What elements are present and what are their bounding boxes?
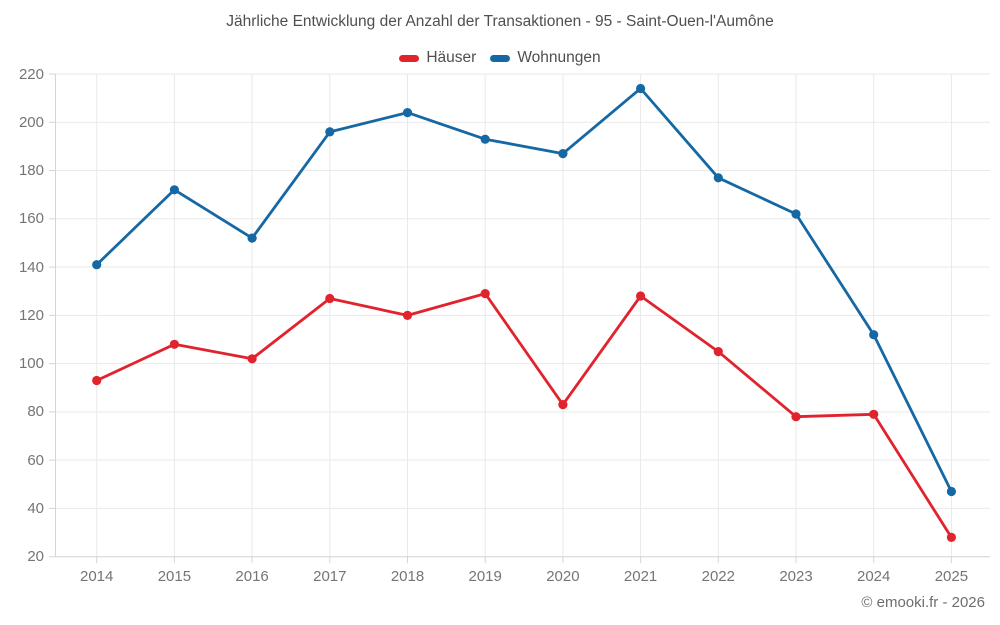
data-point-wohnungen-2020[interactable] (558, 149, 568, 159)
legend-item-1[interactable]: Wohnungen (490, 49, 601, 67)
x-axis-tick-label: 2024 (857, 568, 891, 585)
data-point-haeuser-2014[interactable] (92, 375, 102, 386)
x-axis-tick-label: 2017 (313, 568, 347, 585)
data-point-wohnungen-2017[interactable] (325, 127, 335, 137)
y-axis-tick-label: 20 (27, 548, 44, 566)
chart-legend: Häuser Wohnungen (0, 49, 1000, 67)
x-axis-tick-label: 2014 (80, 568, 114, 585)
x-axis-tick-label: 2022 (701, 568, 735, 585)
x-axis-tick-label: 2016 (235, 568, 269, 585)
legend-swatch-icon (399, 54, 420, 62)
copyright-footer: © emooki.fr - 2026 (861, 594, 985, 611)
x-axis-tick-label: 2020 (546, 568, 580, 585)
data-point-haeuser-2019[interactable] (480, 289, 490, 299)
data-point-wohnungen-2016[interactable] (247, 233, 257, 243)
x-axis-tick-label: 2021 (623, 568, 658, 585)
series-line-haeuser (95, 292, 953, 539)
data-point-haeuser-2025[interactable] (946, 532, 957, 543)
data-point-haeuser-2018[interactable] (402, 310, 413, 320)
y-axis-tick-label: 180 (18, 162, 44, 180)
y-axis-tick-label: 160 (18, 210, 44, 228)
x-axis-tick-label: 2015 (157, 568, 192, 585)
y-axis-tick-label: 80 (27, 403, 44, 421)
data-point-wohnungen-2018[interactable] (402, 108, 413, 118)
data-point-wohnungen-2021[interactable] (636, 83, 646, 94)
data-point-haeuser-2017[interactable] (325, 293, 335, 304)
data-point-haeuser-2015[interactable] (169, 339, 179, 349)
x-axis-tick-label: 2025 (934, 568, 969, 585)
series-line-wohnungen (95, 87, 953, 493)
data-point-wohnungen-2024[interactable] (869, 330, 879, 340)
data-point-wohnungen-2023[interactable] (791, 209, 801, 219)
x-axis-tick-label: 2023 (779, 568, 813, 585)
y-axis-tick-label: 120 (18, 306, 44, 324)
data-point-haeuser-2024[interactable] (869, 409, 879, 419)
data-point-haeuser-2016[interactable] (247, 354, 257, 364)
data-point-haeuser-2021[interactable] (636, 291, 646, 301)
y-axis-tick-label: 60 (27, 451, 44, 469)
data-point-wohnungen-2019[interactable] (480, 134, 490, 144)
legend-label: Häuser (426, 49, 477, 66)
x-axis-tick-label: 2019 (468, 568, 502, 585)
y-axis-tick-label: 40 (27, 499, 44, 517)
y-axis-tick-label: 200 (18, 113, 44, 131)
chart-title: Jährliche Entwicklung der Anzahl der Tra… (226, 13, 774, 30)
legend-swatch-icon (490, 54, 511, 62)
data-point-wohnungen-2025[interactable] (946, 486, 957, 497)
x-axis-tick-label: 2018 (390, 568, 425, 585)
data-point-haeuser-2023[interactable] (791, 412, 801, 422)
legend-item-0[interactable]: Häuser (399, 49, 476, 67)
y-axis-tick-label: 140 (18, 258, 44, 276)
y-axis-tick-label: 220 (18, 65, 44, 83)
data-point-wohnungen-2015[interactable] (169, 185, 179, 195)
y-axis-tick-label: 100 (18, 355, 44, 373)
data-point-haeuser-2020[interactable] (558, 400, 568, 410)
legend-label: Wohnungen (517, 49, 601, 66)
data-point-haeuser-2022[interactable] (713, 347, 723, 357)
data-point-wohnungen-2022[interactable] (713, 173, 723, 183)
data-point-wohnungen-2014[interactable] (92, 260, 102, 270)
